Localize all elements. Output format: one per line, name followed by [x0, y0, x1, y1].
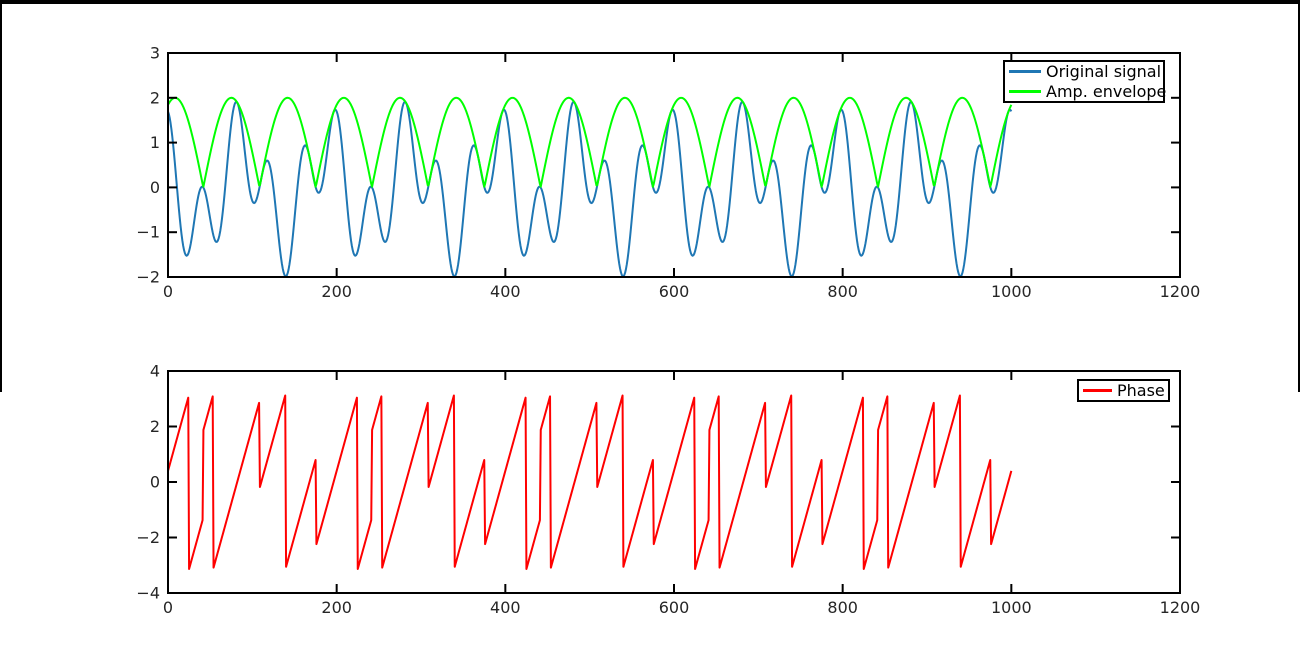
series-line-phase [168, 394, 1013, 570]
legend-line-swatch-red [1083, 389, 1112, 392]
axes-frame-1 [167, 370, 1181, 594]
x-tick-label: 400 [490, 282, 521, 301]
series-line-amp-envelope [168, 96, 1013, 188]
x-tick-label: 200 [321, 598, 352, 617]
y-tick-label: −4 [136, 584, 160, 603]
legend-top: Original signal Amp. envelope [1003, 60, 1166, 103]
plot-lines-0 [168, 96, 1013, 277]
y-tick-label: 3 [150, 44, 160, 63]
y-tick-label: −2 [136, 268, 160, 287]
window-border-top [0, 0, 1300, 4]
x-tick-label: 0 [163, 598, 173, 617]
y-tick-label: 0 [150, 473, 160, 492]
x-tick-label: 800 [827, 282, 858, 301]
legend-label-amp-envelope: Amp. envelope [1046, 81, 1167, 101]
y-tick-label: −2 [136, 528, 160, 547]
plot-lines-1 [168, 394, 1013, 570]
x-tick-label: 600 [659, 598, 690, 617]
y-tick-label: 1 [150, 133, 160, 152]
legend-bottom: Phase [1077, 379, 1170, 402]
window-border-right [1298, 0, 1300, 392]
y-tick-label: 0 [150, 178, 160, 197]
x-tick-label: 1000 [991, 282, 1032, 301]
y-tick-label: −1 [136, 223, 160, 242]
y-tick-label: 4 [150, 362, 160, 381]
legend-label-phase: Phase [1117, 380, 1165, 400]
x-tick-label: 0 [163, 282, 173, 301]
y-tick-label: 2 [150, 88, 160, 107]
y-tick-label: 2 [150, 417, 160, 436]
x-tick-label: 400 [490, 598, 521, 617]
legend-entry-phase: Phase [1083, 380, 1165, 401]
x-tick-label: 1200 [1160, 282, 1201, 301]
x-tick-label: 200 [321, 282, 352, 301]
series-line-original-signal [168, 100, 1013, 277]
x-tick-label: 1000 [991, 598, 1032, 617]
legend-line-swatch-blue [1009, 70, 1041, 73]
legend-label-original-signal: Original signal [1046, 61, 1162, 81]
legend-line-swatch-green [1009, 90, 1041, 93]
x-tick-label: 600 [659, 282, 690, 301]
window-border-left [0, 0, 2, 392]
x-tick-label: 1200 [1160, 598, 1201, 617]
legend-entry-original-signal: Original signal [1009, 61, 1162, 82]
x-tick-label: 800 [827, 598, 858, 617]
legend-entry-amp-envelope: Amp. envelope [1009, 82, 1166, 102]
